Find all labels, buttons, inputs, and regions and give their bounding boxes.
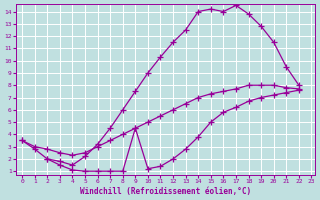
X-axis label: Windchill (Refroidissement éolien,°C): Windchill (Refroidissement éolien,°C) — [80, 187, 251, 196]
